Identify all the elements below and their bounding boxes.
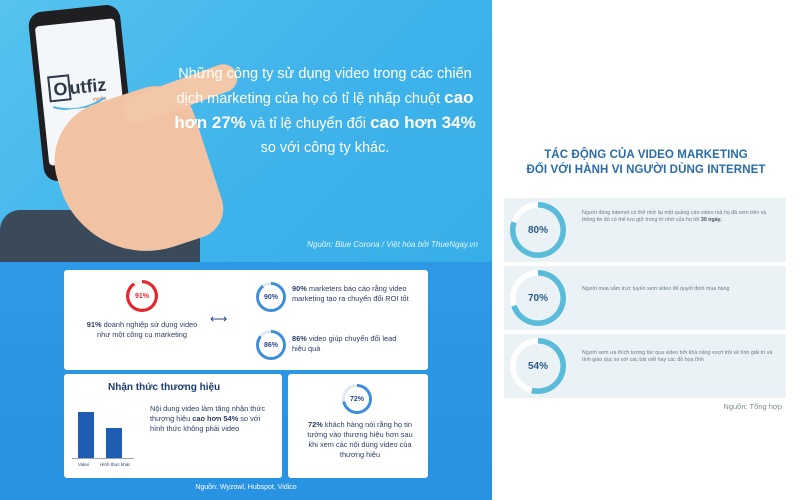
awareness-text: Nội dung video làm tăng nhận thức thương… [150,404,266,433]
donut-90: 90% [256,282,286,312]
stat3-text: 86% video giúp chuyển đổi lead hiệu quả [292,334,397,353]
logo-text: utfiz [68,74,107,98]
outfiz-logo: O utfiz media [47,74,107,111]
hero-banner: O utfiz media Những công ty sử dụng vide… [0,0,492,262]
stat1-text: 91% doanh nghiệp sử dụng video như một c… [86,320,198,339]
impact-title: TÁC ĐỘNG CỦA VIDEO MARKETING ĐỐI VỚI HÀN… [526,149,766,176]
bar-other [106,428,122,458]
infographic-source: Nguồn: Wyzowl, Hubspot, Vidico [195,484,297,491]
hero-headline: Những công ty sử dụng video trong các ch… [174,66,476,156]
impact-row-text: Người dùng internet có thể nhớ lại một q… [582,210,767,224]
donut-72: 72% [342,384,372,414]
impact-row: 70% Người mua sắm trực tuyến xem video đ… [504,266,786,330]
trust-card: 72% 72% khách hàng nói rằng họ tin tưởng… [288,374,428,478]
awareness-title: Nhận thức thương hiệu [108,382,221,393]
logo-sub: media [92,95,106,102]
impact-row-text: Người xem ưa thích tương tác qua video b… [582,350,773,364]
donut-86-label: 86% [263,341,278,349]
donut-72-label: 72% [349,395,364,403]
infographic-panel: 91% 91% doanh nghiệp sử dụng video như m… [0,262,492,500]
donut-90-label: 90% [263,293,278,301]
double-arrow-icon: ⟷ [210,312,228,326]
headline-bold-ctr: cao hơn 27% [174,88,474,132]
hero-source: Nguồn: Blue Corona / Việt hóa bởi ThueNg… [307,240,478,249]
stats-card: 91% 91% doanh nghiệp sử dụng video như m… [64,270,428,370]
brand-awareness-card: Nhận thức thương hiệu Video Hình thức kh… [64,374,282,478]
impact-donut: 70% [510,270,566,326]
impact-row: 80% Người dùng internet có thể nhớ lại m… [504,198,786,262]
phone-screen: O utfiz media [34,18,129,166]
bar-video [78,412,94,458]
impact-row-text: Người mua sắm trực tuyến xem video để qu… [582,286,730,292]
donut-91-label: 91% [134,292,149,300]
impact-donut: 80% [510,202,566,258]
video-impact-panel: TÁC ĐỘNG CỦA VIDEO MARKETING ĐỐI VỚI HÀN… [492,118,800,422]
stat4-text: 72% khách hàng nói rằng họ tin tưởng vào… [307,420,413,459]
headline-bold-conv: cao hơn 34% [370,113,476,132]
donut-91: 91% [126,280,158,312]
impact-row: 54% Người xem ưa thích tương tác qua vid… [504,334,786,398]
bar-label-other: Hình thức khác [100,462,131,467]
phone-illustration: O utfiz media [27,3,137,183]
donut-86: 86% [256,330,286,360]
bar-axis [72,458,134,459]
impact-donut: 54% [510,338,566,394]
impact-source: Nguồn: Tổng hợp [723,402,782,411]
bar-label-video: Video [78,462,90,467]
stat2-text: 90% marketers báo cáo rằng video marketi… [292,284,409,303]
logo-prefix: O [52,79,68,100]
